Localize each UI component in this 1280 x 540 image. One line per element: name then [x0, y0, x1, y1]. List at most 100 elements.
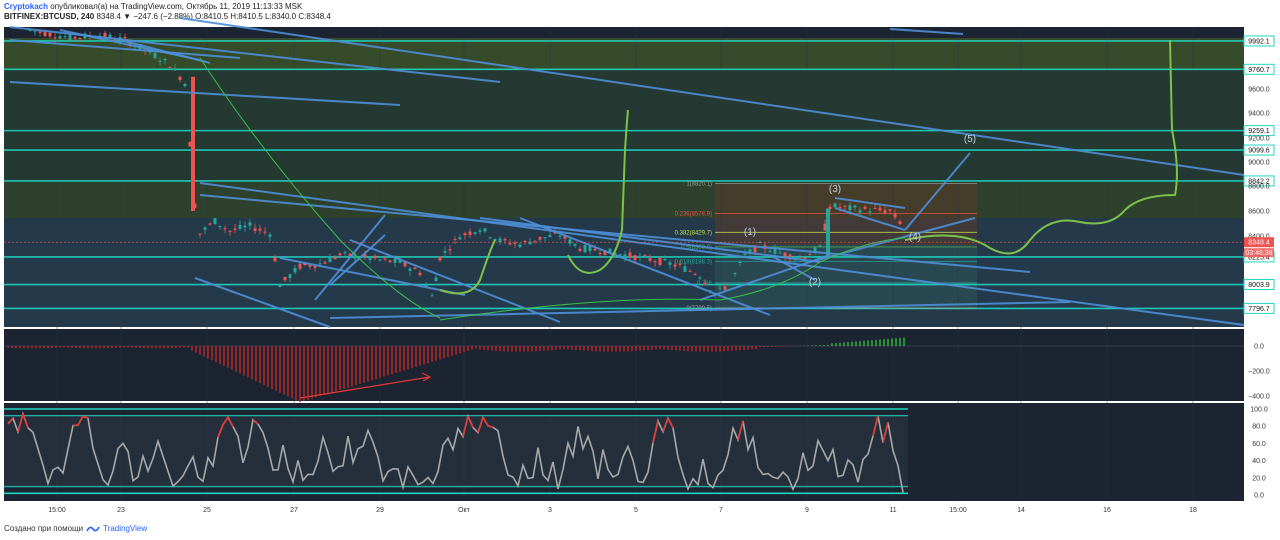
candle-body: [398, 259, 402, 263]
current-price-label: 8348.4: [1248, 240, 1270, 247]
candle-body: [623, 254, 627, 259]
moving-average-line: [439, 237, 906, 321]
projection-curve: [439, 239, 496, 295]
candle-body: [338, 253, 342, 256]
candle-body: [578, 248, 582, 251]
candle-body: [833, 203, 837, 208]
time-tick-label: 11: [889, 507, 896, 514]
oscillator-overbought-segment: [662, 418, 669, 433]
time-axis[interactable]: [4, 501, 1244, 517]
candle-body: [858, 210, 862, 213]
candle-body: [478, 230, 482, 232]
time-tick-label: 15:00: [48, 507, 66, 514]
candle-body: [418, 272, 422, 276]
candle-body: [158, 60, 162, 62]
candle-body: [853, 205, 857, 208]
candle-body: [168, 66, 172, 68]
candle-body: [878, 207, 882, 211]
candle-body: [333, 257, 337, 259]
candle-body: [843, 205, 847, 207]
candle-body: [543, 237, 547, 239]
oscillator-tick-label: 40.0: [1252, 458, 1266, 465]
time-tick-label: Окт: [458, 507, 471, 514]
time-tick-label: 5: [634, 507, 638, 514]
footer-brand[interactable]: TradingView: [103, 524, 148, 533]
candle-body: [493, 239, 497, 241]
level-label: 9259.1: [1248, 128, 1270, 135]
wave-label: (5): [964, 134, 976, 145]
trend-line: [904, 152, 971, 231]
candle-body: [583, 245, 587, 253]
candle-body: [593, 248, 597, 251]
candle-body: [223, 228, 227, 230]
trend-line: [199, 194, 1031, 273]
histogram-panel[interactable]: [4, 329, 1244, 401]
oscillator-overbought-segment: [652, 420, 659, 443]
oscillator-overbought-segment: [82, 415, 89, 420]
price-tick-label: 8600.0: [1248, 209, 1270, 216]
time-tick-label: 18: [1189, 507, 1197, 514]
candle-body: [513, 242, 517, 244]
trend-line: [834, 207, 906, 231]
trend-line: [329, 234, 386, 286]
candle-body: [638, 255, 642, 258]
price-axis-ticks: 9600.0 9400.0 9200.0 9000.0 8800.0 8600.0 8400…: [4, 87, 1274, 258]
fib-label: 0.382(8429.7): [675, 230, 712, 236]
price-tick-label: 9400.0: [1248, 111, 1270, 118]
oscillator-overbought-segment: [17, 413, 24, 432]
candle-body: [348, 253, 352, 257]
oscillator-tick-label: 60.0: [1252, 441, 1266, 448]
candle-body: [563, 235, 567, 239]
candle-body: [673, 264, 677, 267]
level-badge: [1243, 35, 1275, 47]
candle-body: [468, 231, 472, 235]
candle-body: [568, 239, 572, 244]
fib-label: 0.618(8188.3): [675, 259, 712, 265]
candle-body: [603, 250, 607, 255]
histogram-tick-label: 0.0: [1254, 344, 1264, 351]
price-tick-label: 9200.0: [1248, 136, 1270, 143]
candle-body: [728, 283, 732, 286]
candle-body: [430, 295, 434, 297]
candle-body: [518, 244, 522, 248]
countdown-badge: [1244, 248, 1274, 258]
candle-body: [898, 221, 902, 225]
candle-body: [58, 36, 62, 39]
trend-lines: [9, 17, 1245, 328]
projection-curve: [904, 39, 1178, 255]
candle-body: [153, 53, 157, 59]
candle-body: [588, 245, 592, 252]
symbol-label: BITFINEX:BTCUSD, 240: [4, 12, 95, 21]
candle-body: [828, 206, 832, 209]
level-badge: [1243, 279, 1275, 291]
candle-body: [818, 245, 822, 247]
oscillator-tick-label: 80.0: [1252, 424, 1266, 431]
candle-body: [893, 213, 897, 218]
candle-body: [848, 205, 852, 211]
level-label: 7796.7: [1248, 306, 1270, 313]
candle-body: [308, 265, 312, 267]
candle-body: [448, 249, 452, 251]
candle-body: [633, 255, 637, 261]
time-tick-label: 7: [719, 507, 723, 514]
candle-body: [823, 223, 827, 231]
candle-body: [318, 263, 322, 265]
price-tick-label: 9000.0: [1248, 160, 1270, 167]
candle-body: [463, 233, 467, 236]
candle-body: [683, 266, 687, 272]
time-tick-label: 16: [1103, 507, 1111, 514]
trend-line: [279, 257, 466, 296]
candle-body: [868, 211, 872, 213]
time-tick-label: 27: [290, 507, 298, 514]
candle-body: [248, 222, 252, 226]
candle-body: [273, 257, 277, 262]
price-axis[interactable]: [1244, 27, 1278, 501]
candle-body: [883, 210, 887, 214]
candle-body: [803, 257, 807, 259]
oscillator-line: [7, 411, 904, 493]
author-name[interactable]: Cryptokach: [4, 2, 49, 11]
candle-body: [368, 257, 372, 260]
moving-average-line: [199, 57, 441, 319]
oscillator-overbought-segment: [252, 419, 259, 425]
